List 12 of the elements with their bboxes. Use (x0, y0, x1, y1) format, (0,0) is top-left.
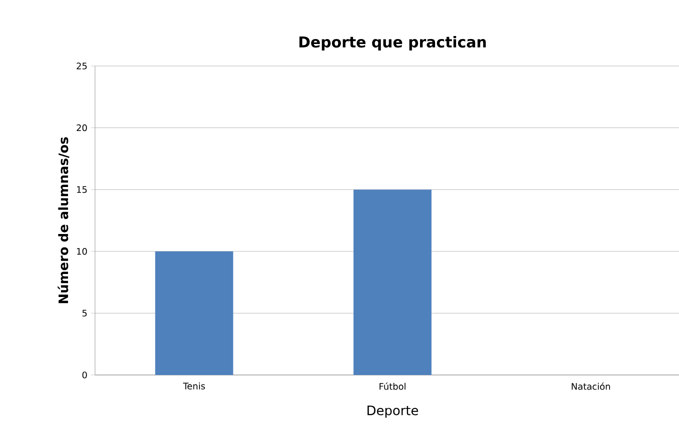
y-tick-label: 10 (77, 248, 87, 255)
y-tick-label: 15 (77, 186, 87, 193)
x-tick-label: Fútbol (380, 382, 406, 390)
x-tick-label: Natación (572, 382, 610, 390)
y-axis-title: Número de alumnas/os (58, 137, 70, 304)
y-tick-label: 0 (82, 372, 87, 378)
x-tick-label: Tenis (182, 382, 205, 390)
y-tick-label: 5 (82, 310, 87, 317)
chart-title: Deporte que practican (299, 36, 486, 50)
y-tick-label: 20 (76, 124, 87, 132)
y-tick-label: 25 (76, 62, 87, 70)
x-axis-title: Deporte (368, 406, 418, 418)
